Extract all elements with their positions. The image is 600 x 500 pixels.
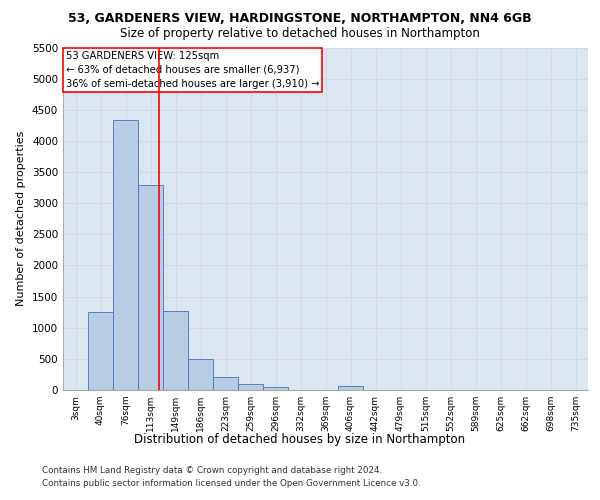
Bar [338,386,363,390]
Bar [213,377,238,390]
Text: Contains HM Land Registry data © Crown copyright and database right 2024.: Contains HM Land Registry data © Crown c… [42,466,382,475]
Text: 53 GARDENERS VIEW: 125sqm
← 63% of detached houses are smaller (6,937)
36% of se: 53 GARDENERS VIEW: 125sqm ← 63% of detac… [65,51,319,89]
Text: 53, GARDENERS VIEW, HARDINGSTONE, NORTHAMPTON, NN4 6GB: 53, GARDENERS VIEW, HARDINGSTONE, NORTHA… [68,12,532,26]
Bar [163,311,188,390]
Bar [188,360,213,390]
Text: Distribution of detached houses by size in Northampton: Distribution of detached houses by size … [134,432,466,446]
Y-axis label: Number of detached properties: Number of detached properties [16,131,26,306]
Bar [138,184,163,390]
Text: Size of property relative to detached houses in Northampton: Size of property relative to detached ho… [120,28,480,40]
Bar [113,120,138,390]
Bar [263,387,288,390]
Bar [238,384,263,390]
Bar [88,312,113,390]
Text: Contains public sector information licensed under the Open Government Licence v3: Contains public sector information licen… [42,478,421,488]
